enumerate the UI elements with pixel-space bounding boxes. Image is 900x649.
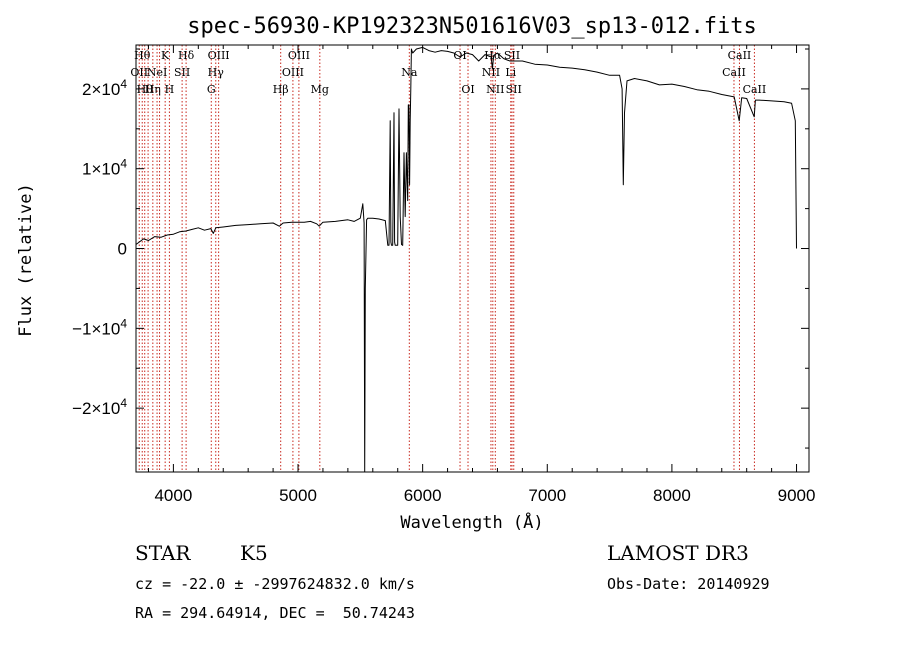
line-label: Hγ xyxy=(208,66,225,79)
coordinates: RA = 294.64914, DEC = 50.74243 xyxy=(135,604,415,622)
x-axis: 4000 5000 6000 7000 8000 9000 xyxy=(147,45,816,505)
object-class: STAR xyxy=(135,541,191,565)
line-label: Hη xyxy=(145,83,161,96)
line-label: Hθ xyxy=(134,49,151,62)
line-label: CaII xyxy=(728,49,752,62)
line-label: OI xyxy=(453,49,466,62)
line-label: G xyxy=(207,83,216,96)
line-label: OIII xyxy=(208,49,230,62)
line-label: Hβ xyxy=(273,83,289,96)
y-tick-label: −1×104 xyxy=(72,316,127,338)
spectrum-series xyxy=(135,46,797,473)
emission-line-markers xyxy=(138,45,755,472)
chart-title: spec-56930-KP192323N501616V03_sp13-012.f… xyxy=(187,14,757,39)
line-label: OI xyxy=(461,83,474,96)
y-tick-label: −2×104 xyxy=(72,396,127,418)
x-axis-label: Wavelength (Å) xyxy=(400,511,543,533)
spectrum-line xyxy=(135,46,797,473)
y-axis: −2×104 −1×104 0 1×104 2×104 xyxy=(72,48,809,449)
y-tick-label: 1×104 xyxy=(82,157,127,179)
line-label: Mg xyxy=(311,83,329,96)
x-tick-label: 5000 xyxy=(279,486,317,505)
obs-date: Obs-Date: 20140929 xyxy=(607,575,770,593)
y-tick-exponent: 4 xyxy=(120,77,127,91)
line-label: Li xyxy=(505,66,516,79)
line-label: CaII xyxy=(743,83,767,96)
line-label: NeI xyxy=(147,66,167,79)
y-axis-label: Flux (relative) xyxy=(16,183,36,337)
y-tick-exponent: 4 xyxy=(120,316,127,330)
x-tick-label: 6000 xyxy=(404,486,442,505)
line-label: H xyxy=(165,83,175,96)
y-tick-label: 0 xyxy=(118,240,127,259)
x-tick-label: 4000 xyxy=(154,486,192,505)
line-label: Hα xyxy=(484,49,502,62)
x-tick-label: 9000 xyxy=(778,486,816,505)
line-label: NII xyxy=(486,83,504,96)
line-label: CaII xyxy=(722,66,746,79)
line-label: Hδ xyxy=(178,49,195,62)
object-subclass: K5 xyxy=(240,541,268,565)
plot-frame xyxy=(135,44,810,473)
y-tick-label: 2×104 xyxy=(82,77,127,99)
emission-line-labels: OIIHθHθHηNeIKHSIIHδGHγOIIIHβOIIIOIIIMgNa… xyxy=(130,49,766,96)
survey-name: LAMOST DR3 xyxy=(607,541,749,565)
line-label: SII xyxy=(506,83,522,96)
y-tick-exponent: 4 xyxy=(120,157,127,171)
y-tick-exponent: 4 xyxy=(120,396,127,410)
line-label: OII xyxy=(130,66,148,79)
x-tick-label: 7000 xyxy=(528,486,566,505)
line-label: Na xyxy=(401,66,418,79)
line-label: Hθ xyxy=(137,83,154,96)
line-label: NII xyxy=(482,66,500,79)
line-label: OIII xyxy=(282,66,304,79)
line-label: K xyxy=(161,49,170,62)
line-label: SII xyxy=(174,66,190,79)
line-label: OIII xyxy=(288,49,310,62)
line-label: SII xyxy=(504,49,520,62)
x-tick-label: 8000 xyxy=(653,486,691,505)
redshift-line: cz = -22.0 ± -2997624832.0 km/s xyxy=(135,575,415,593)
